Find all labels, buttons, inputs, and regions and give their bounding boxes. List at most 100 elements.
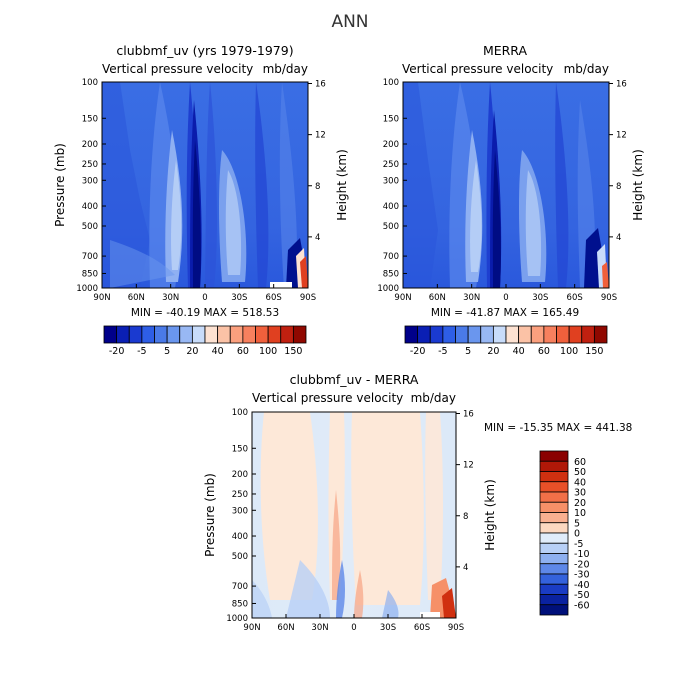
- y-tick-label: 500: [82, 222, 98, 232]
- colorbar-swatch: [593, 325, 608, 344]
- colorbar-swatch: [539, 573, 569, 585]
- panel-subtitle-left: Vertical pressure velocity: [402, 62, 553, 76]
- x-tick-label: 60N: [429, 293, 446, 303]
- x-tick-label: 60S: [266, 293, 282, 303]
- colorbar-swatch: [539, 604, 569, 616]
- colorbar-label: 40: [513, 346, 525, 357]
- x-tick-label: 90N: [394, 293, 411, 303]
- y-tick-label: 150: [82, 114, 98, 124]
- x-tick-label: 30N: [162, 293, 179, 303]
- x-tick-label: 30N: [463, 293, 480, 303]
- colorbar: -20 -5 5 20 40 60 100 150: [404, 325, 608, 357]
- contour-field: [252, 412, 456, 618]
- panel-subtitle-right: mb/day: [411, 391, 456, 405]
- colorbar-swatch: [539, 563, 569, 575]
- colorbar-label: 5: [574, 518, 580, 529]
- colorbar-swatch: [492, 325, 507, 344]
- y-tick-label: 1000: [226, 614, 248, 624]
- y-tick-label: 850: [383, 269, 399, 279]
- y-right-tick-label: 4: [616, 233, 621, 243]
- y-axis-label-right: Height (km): [631, 149, 645, 220]
- x-tick-label: 60N: [128, 293, 145, 303]
- y-right-tick-label: 8: [616, 182, 621, 192]
- panel-merra: MERRA Vertical pressure velocity mb/day …: [377, 43, 645, 357]
- stats-text: MIN = -41.87 MAX = 165.49: [431, 307, 579, 319]
- colorbar-swatch: [204, 325, 219, 344]
- y-tick-label: 500: [232, 552, 248, 562]
- y-tick-label: 1000: [76, 284, 98, 294]
- x-tick-label: 60N: [277, 623, 294, 633]
- y-tick-label: 300: [232, 506, 248, 516]
- colorbar-swatch: [539, 450, 569, 462]
- colorbar-swatch: [467, 325, 482, 344]
- panel-subtitle-left: Vertical pressure velocity: [252, 391, 403, 405]
- y-tick-label: 400: [82, 202, 98, 212]
- colorbar-swatch: [242, 325, 256, 344]
- colorbar-swatch: [179, 325, 193, 344]
- panel-subtitle-left: Vertical pressure velocity: [102, 62, 253, 76]
- colorbar-swatch: [539, 594, 569, 606]
- y-right-tick-label: 16: [616, 80, 627, 90]
- x-tick-label: 30S: [380, 623, 396, 633]
- y-tick-label: 500: [383, 222, 399, 232]
- colorbar-swatch: [166, 325, 181, 344]
- colorbar-label: -5: [137, 346, 146, 357]
- contour-field: [403, 82, 609, 288]
- colorbar-swatch: [539, 501, 569, 513]
- colorbar-swatch: [267, 325, 282, 344]
- colorbar-label: -5: [574, 539, 583, 550]
- colorbar-swatch: [539, 481, 569, 493]
- colorbar-label: -5: [438, 346, 447, 357]
- colorbar-label: 100: [560, 346, 578, 357]
- colorbar: -20 -5 5 20 40 60 100 150: [103, 325, 307, 357]
- colorbar-label: 10: [574, 508, 586, 519]
- colorbar-swatch: [154, 325, 168, 344]
- colorbar-label: -50: [574, 590, 590, 601]
- y-right-tick-label: 4: [463, 563, 468, 573]
- colorbar-swatch: [539, 460, 569, 472]
- colorbar-swatch: [229, 325, 244, 344]
- colorbar-swatch: [543, 325, 557, 344]
- y-tick-label: 400: [383, 202, 399, 212]
- colorbar-swatch: [539, 542, 569, 554]
- y-right-tick-label: 12: [616, 131, 627, 141]
- colorbar-label: 100: [259, 346, 277, 357]
- y-right-tick-label: 12: [463, 461, 474, 471]
- colorbar-swatch: [539, 553, 569, 565]
- stats-text: MIN = -40.19 MAX = 518.53: [131, 307, 279, 319]
- x-tick-label: 90S: [601, 293, 617, 303]
- colorbar-label: 150: [585, 346, 603, 357]
- x-tick-label: 30S: [231, 293, 247, 303]
- colorbar-label: 5: [164, 346, 170, 357]
- colorbar-label: 30: [574, 488, 586, 499]
- y-tick-label: 1000: [377, 284, 399, 294]
- colorbar-swatch: [191, 325, 206, 344]
- y-tick-label: 200: [383, 140, 399, 150]
- x-tick-label: 90N: [93, 293, 110, 303]
- colorbar-label: 150: [284, 346, 302, 357]
- colorbar-swatch: [581, 325, 595, 344]
- panel-difference: clubbmf_uv - MERRA Vertical pressure vel…: [203, 372, 632, 633]
- x-tick-label: 0: [351, 623, 356, 633]
- colorbar-label: 20: [487, 346, 499, 357]
- y-axis-label: Pressure (mb): [53, 143, 67, 227]
- colorbar-label: 0: [574, 529, 580, 540]
- x-tick-label: 60S: [567, 293, 583, 303]
- y-right-tick-label: 12: [315, 131, 326, 141]
- colorbar-swatch: [404, 325, 419, 344]
- x-tick-label: 90N: [243, 623, 260, 633]
- panel-title: clubbmf_uv - MERRA: [290, 372, 419, 387]
- y-tick-label: 100: [82, 78, 98, 88]
- y-tick-label: 150: [383, 114, 399, 124]
- y-tick-label: 150: [232, 444, 248, 454]
- panel-subtitle-right: mb/day: [564, 62, 609, 76]
- y-tick-label: 700: [82, 252, 98, 262]
- y-tick-label: 850: [82, 269, 98, 279]
- y-axis-label-right: Height (km): [483, 479, 497, 550]
- x-tick-label: 60S: [414, 623, 430, 633]
- colorbar-swatch: [539, 471, 569, 483]
- y-right-tick-label: 8: [315, 182, 320, 192]
- x-tick-label: 0: [202, 293, 207, 303]
- y-right-tick-label: 16: [463, 410, 474, 420]
